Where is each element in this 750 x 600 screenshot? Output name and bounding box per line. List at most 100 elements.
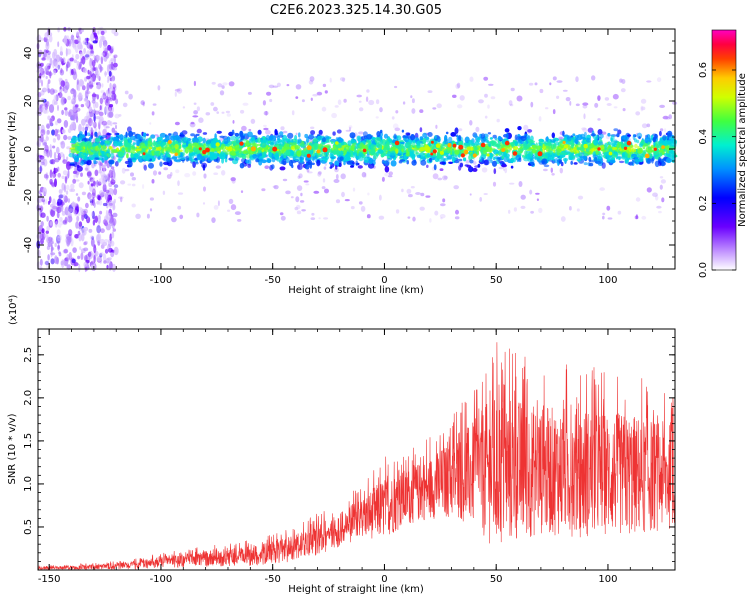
- spectrogram-cell: [104, 98, 110, 107]
- spectrogram-cell: [59, 69, 65, 76]
- spectrogram-cell: [582, 127, 588, 133]
- spectrogram-cell: [101, 83, 104, 88]
- x-tick-label: -150: [38, 275, 61, 286]
- spectrogram-cell: [70, 121, 76, 130]
- spectrogram-cell: [79, 142, 82, 148]
- spectrogram-cell: [227, 209, 231, 212]
- spectrogram-cell: [148, 146, 153, 150]
- spectrogram-cell: [113, 198, 117, 204]
- spectrogram-cell: [333, 150, 338, 155]
- spectrogram-cell: [570, 144, 574, 149]
- spectrogram-cell: [574, 135, 580, 139]
- spectrogram-cell: [241, 154, 247, 160]
- spectrogram-cell: [56, 220, 61, 224]
- spectrogram-cell: [622, 108, 626, 112]
- spectrogram-cell: [225, 110, 230, 114]
- y-tick-label: -20: [23, 189, 34, 205]
- spectrogram-cell: [110, 78, 114, 82]
- spectrogram-cell: [590, 133, 596, 137]
- spectrogram-cell: [45, 131, 49, 139]
- spectrogram-cell: [135, 139, 140, 147]
- spectrogram-cell: [340, 173, 346, 180]
- spectrogram-cell: [192, 171, 197, 176]
- spectrogram-cell: [234, 211, 241, 216]
- spectrogram-cell: [38, 137, 44, 141]
- spectrogram-cell: [326, 149, 333, 153]
- spectrogram-cell: [49, 144, 52, 152]
- spectrogram-cell: [94, 169, 99, 177]
- spectrogram-cell: [304, 163, 310, 170]
- spectrogram-cell: [152, 103, 157, 106]
- spectrogram-cell: [235, 136, 240, 140]
- spectrogram-cell: [91, 192, 96, 199]
- spectrogram-cell: [159, 161, 163, 167]
- spectrogram-cell: [76, 31, 80, 37]
- spectrogram-peak: [174, 152, 178, 157]
- spectrogram-cell: [52, 99, 56, 106]
- spectrogram-cell: [107, 44, 112, 51]
- spectrogram-x-ticks: -150 -100 -50 0 50 100: [38, 29, 676, 286]
- spectrogram-cell: [112, 218, 117, 226]
- spectrogram-cell: [114, 132, 120, 136]
- spectrogram-peak: [198, 147, 202, 151]
- spectrogram-peak: [661, 145, 665, 150]
- spectrogram-cell: [44, 144, 49, 152]
- spectrogram-cell: [99, 97, 104, 105]
- colorbar-gradient: [711, 29, 737, 271]
- spectrogram-cell: [108, 111, 114, 118]
- spectrogram-cell: [92, 40, 98, 44]
- spectrogram-cell: [149, 122, 152, 125]
- spectrogram-cell: [663, 153, 670, 157]
- spectrogram-cell: [459, 95, 465, 101]
- spectrogram-peak: [447, 143, 452, 148]
- spectrogram-cell: [443, 152, 448, 156]
- spectrogram-cell: [54, 167, 58, 173]
- spectrogram-cell: [154, 134, 159, 137]
- spectrogram-cell: [46, 174, 49, 179]
- spectrogram-cell: [402, 101, 406, 105]
- spectrogram-cell: [671, 156, 676, 164]
- spectrogram-cell: [287, 139, 291, 144]
- spectrogram-cell: [379, 129, 383, 134]
- spectrogram-cell: [276, 157, 283, 162]
- spectrogram-cell: [627, 134, 632, 137]
- spectrogram-cell: [86, 91, 91, 94]
- spectrogram-cell: [88, 250, 93, 259]
- spectrogram-cell: [611, 147, 617, 150]
- spectrogram-cell: [56, 118, 62, 124]
- spectrogram-cell: [430, 155, 434, 158]
- spectrogram-cell: [179, 214, 184, 220]
- spectrogram-cell: [520, 194, 526, 200]
- spectrogram-cell: [118, 196, 124, 200]
- spectrogram-cell: [46, 236, 51, 244]
- spectrogram-cell: [46, 129, 50, 135]
- spectrogram-cell: [356, 94, 363, 98]
- spectrogram-cell: [419, 147, 426, 152]
- spectrogram-peak: [250, 146, 256, 152]
- spectrogram-cell: [394, 85, 398, 89]
- spectrogram-cell: [426, 164, 429, 168]
- spectrogram-cell: [66, 156, 69, 161]
- spectrogram-cell: [59, 152, 64, 158]
- y-tick-label: 20: [23, 95, 34, 108]
- spectrogram-cell: [297, 175, 301, 179]
- spectrogram-cell: [52, 59, 55, 69]
- spectrogram-cell: [85, 56, 89, 61]
- spectrogram-cell: [357, 155, 364, 162]
- spectrogram-cell: [76, 81, 79, 91]
- spectrogram-cell: [301, 150, 305, 157]
- spectrogram-cell: [401, 188, 404, 193]
- spectrogram-cell: [111, 90, 115, 95]
- spectrogram-cell: [67, 215, 73, 223]
- spectrogram-cell: [63, 35, 67, 45]
- spectrogram-cell: [38, 229, 43, 239]
- spectrogram-cell: [131, 177, 136, 181]
- spectrogram-cell: [110, 179, 116, 185]
- spectrogram-cell: [239, 162, 245, 169]
- spectrogram-cell: [497, 157, 501, 162]
- spectrogram-cell: [322, 141, 326, 145]
- spectrogram-cell: [91, 99, 96, 104]
- spectrogram-cell: [63, 248, 69, 254]
- spectrogram-cell: [49, 169, 53, 179]
- spectrogram-peak: [623, 146, 628, 150]
